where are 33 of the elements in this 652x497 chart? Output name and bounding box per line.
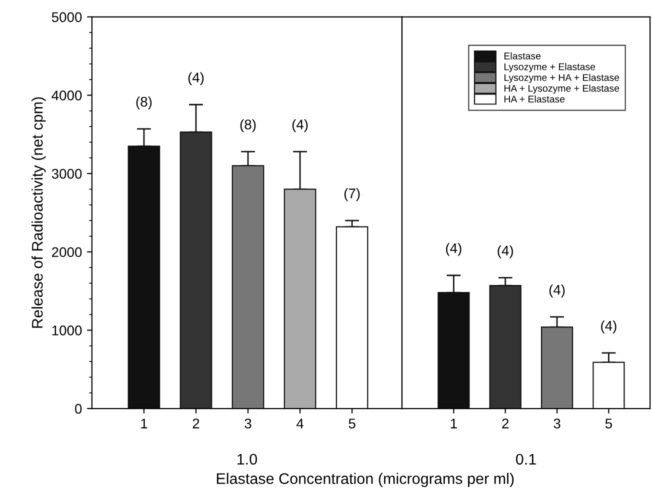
x-tick-label: 3 bbox=[554, 418, 560, 428]
x-tick-label: 5 bbox=[605, 418, 612, 428]
x-tick-label: 2 bbox=[192, 418, 200, 428]
legend-label: Lysozyme + HA + Elastase bbox=[504, 74, 620, 83]
x-axis-title: 0.1 bbox=[516, 454, 536, 465]
legend-label: Lysozyme + Elastase bbox=[504, 63, 596, 72]
x-tick-label: 2 bbox=[502, 418, 509, 428]
y-tick-label: 3000 bbox=[52, 168, 82, 179]
y-tick-label: 0 bbox=[75, 404, 82, 414]
y-tick-label: 1000 bbox=[52, 326, 82, 336]
y-tick-label: 2000 bbox=[52, 247, 82, 258]
y-tick-label: 4000 bbox=[52, 90, 82, 100]
y-axis-title: Release of Radioactivity (net cpm) bbox=[32, 97, 46, 328]
annotation: (4) bbox=[292, 119, 308, 132]
annotation: (8) bbox=[136, 96, 152, 110]
text: Elastase Concentration (micrograms per ml) bbox=[216, 472, 514, 488]
annotation: (8) bbox=[240, 119, 256, 132]
x-tick-label: 4 bbox=[296, 418, 304, 428]
legend-label: Elastase bbox=[504, 52, 541, 60]
annotation: (4) bbox=[498, 245, 513, 258]
annotation: (4) bbox=[188, 72, 204, 86]
x-tick-label: 1 bbox=[450, 418, 457, 428]
x-axis-title: 1.0 bbox=[238, 454, 257, 465]
y-tick-label: 5000 bbox=[52, 12, 82, 22]
annotation: (4) bbox=[549, 284, 565, 298]
x-tick-label: 5 bbox=[348, 418, 356, 428]
annotation: (4) bbox=[446, 242, 462, 256]
x-tick-label: 1 bbox=[141, 418, 148, 428]
annotation: (4) bbox=[601, 320, 616, 334]
legend-label: HA + Elastase bbox=[504, 95, 565, 103]
x-tick-label: 3 bbox=[244, 418, 252, 428]
legend-label: HA + Lysozyme + Elastase bbox=[504, 84, 620, 94]
annotation: (7) bbox=[344, 188, 360, 202]
